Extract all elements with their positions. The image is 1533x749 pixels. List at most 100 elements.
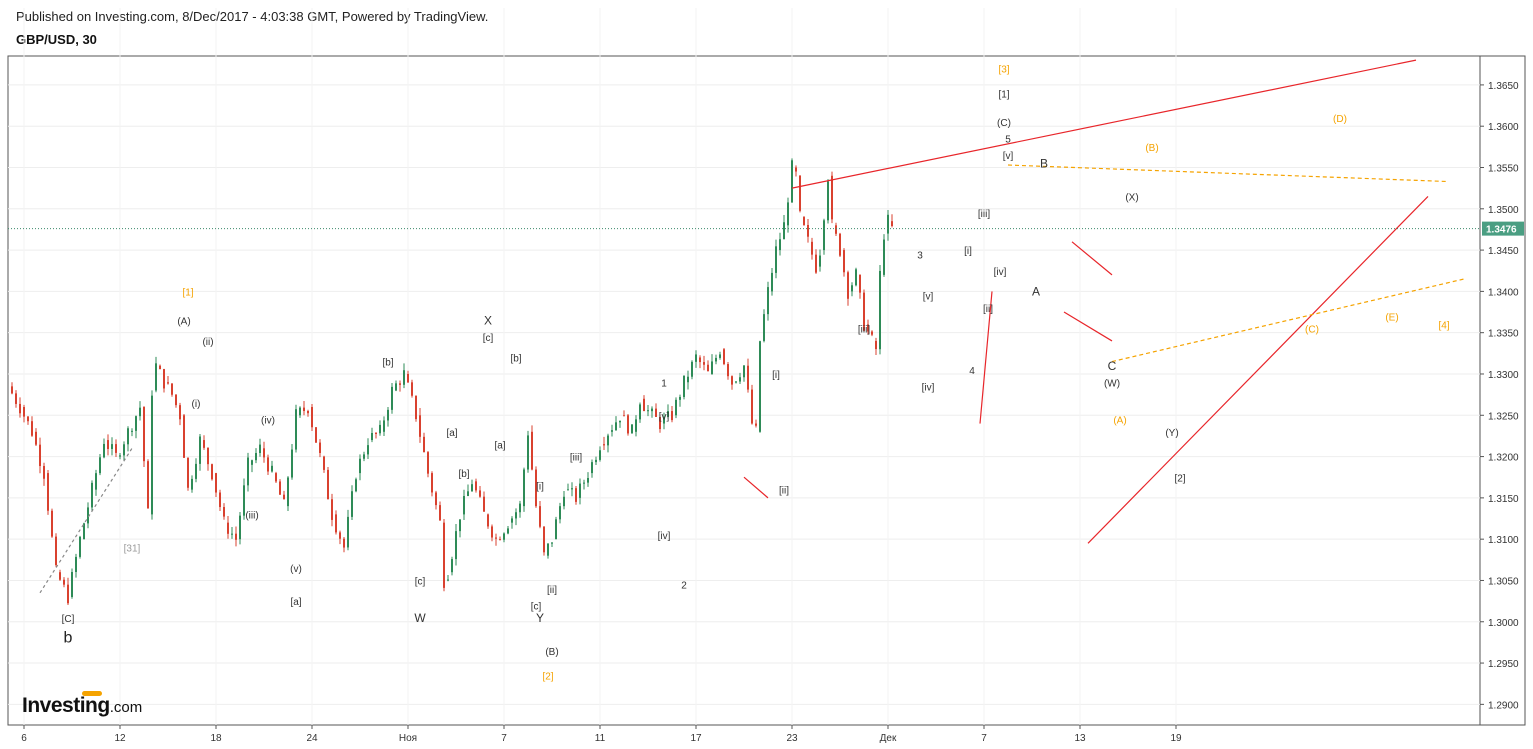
candle-body xyxy=(75,556,77,572)
candle-body xyxy=(259,444,261,454)
candle-body xyxy=(583,482,585,484)
logo-suffix: .com xyxy=(109,699,143,716)
right-axis-border xyxy=(1479,55,1526,726)
candle-body xyxy=(615,422,617,431)
candle-body xyxy=(735,381,737,383)
candle-body xyxy=(839,233,841,256)
candle-body xyxy=(359,458,361,474)
lower-trend-line xyxy=(1087,195,1429,544)
candle-body xyxy=(367,445,369,455)
candle-body xyxy=(683,375,685,397)
candle-body xyxy=(339,532,341,539)
wave-label: 3 xyxy=(917,250,923,261)
candle-body xyxy=(707,364,709,372)
candle-body xyxy=(495,537,497,539)
candle-body xyxy=(755,423,757,426)
candle-body xyxy=(423,436,425,453)
candle-body xyxy=(195,463,197,479)
y-tick-label: 1.3100 xyxy=(1488,535,1519,546)
candle-body xyxy=(799,175,801,211)
candle-body xyxy=(863,292,865,331)
candle-body xyxy=(443,522,445,588)
candle-body xyxy=(603,444,605,446)
y-tick-label: 1.2950 xyxy=(1488,659,1519,670)
wave-label: [c] xyxy=(415,577,426,588)
wave-label: (iv) xyxy=(261,416,275,427)
candle-body xyxy=(511,518,513,523)
y-tick-label: 1.3050 xyxy=(1488,576,1519,587)
candle-body xyxy=(775,246,777,273)
wave-label: [i] xyxy=(772,370,780,381)
candle-body xyxy=(219,492,221,508)
candle-body xyxy=(167,382,169,384)
candle-body xyxy=(567,489,569,491)
candle-body xyxy=(223,507,225,517)
y-tick-label: 1.3450 xyxy=(1488,246,1519,257)
wave-label: (i) xyxy=(192,399,201,410)
candle-body xyxy=(55,536,57,565)
candle-body xyxy=(95,473,97,490)
candle-body xyxy=(159,365,161,370)
candle-body xyxy=(787,202,789,226)
candle-body xyxy=(587,477,589,483)
wave-label: (X) xyxy=(1125,193,1138,204)
candle-body xyxy=(803,217,805,225)
candle-body xyxy=(255,453,257,461)
symbol-title: GBP/USD, 30 xyxy=(16,32,97,47)
candle-body xyxy=(531,431,533,470)
candle-body xyxy=(67,584,69,604)
candle-body xyxy=(627,415,629,434)
candle-body xyxy=(659,416,661,430)
candle-body xyxy=(23,407,25,417)
x-tick-label: 7 xyxy=(501,733,507,744)
y-tick-label: 1.3350 xyxy=(1488,329,1519,340)
x-tick-label: Дек xyxy=(880,733,897,744)
candle-body xyxy=(479,490,481,497)
x-tick-label: 23 xyxy=(786,733,798,744)
candle-body xyxy=(227,522,229,534)
candle-body xyxy=(335,514,337,533)
candle-body xyxy=(435,492,437,506)
last-price-badge xyxy=(1482,221,1524,236)
price-axis[interactable]: 1.3650 1.3600 1.3550 1.3500 1.3450 1.3400 1.33… xyxy=(1480,81,1519,711)
candle-body xyxy=(279,481,281,495)
candle-body xyxy=(267,457,269,472)
candle-body xyxy=(731,376,733,385)
x-tick-label: 7 xyxy=(981,733,987,744)
candle-body xyxy=(247,457,249,486)
wave-label: 2 xyxy=(681,581,687,592)
candle-body xyxy=(127,428,129,445)
investing-logo: Investing.com xyxy=(22,691,143,718)
candle-body xyxy=(811,241,813,255)
candle-body xyxy=(523,469,525,507)
candle-body xyxy=(611,430,613,432)
candle-body xyxy=(387,409,389,421)
candle-body xyxy=(655,408,657,417)
candle-body xyxy=(207,447,209,465)
candle-body xyxy=(427,452,429,474)
candle-body xyxy=(31,421,33,436)
candle-body xyxy=(375,432,377,434)
candle-body xyxy=(295,409,297,450)
candle-body xyxy=(447,579,449,581)
wave-label: [iv] xyxy=(658,531,671,542)
candle-body xyxy=(623,415,625,417)
candle-body xyxy=(251,460,253,465)
y-tick-label: 1.3200 xyxy=(1488,453,1519,464)
trendlines xyxy=(39,59,1465,594)
candle-body xyxy=(175,394,177,406)
wave-labels: b [C] [31] [1] (A) (ii) (i) (iv) (iii) (v) [a] [b] [… xyxy=(62,65,1450,683)
wave-label: (ii) xyxy=(202,337,213,348)
time-axis[interactable]: 6 12 18 24 Ноя 7 11 17 23 Дек 7 13 19 xyxy=(21,725,1182,744)
candle-body xyxy=(163,369,165,389)
wave-label: [C] xyxy=(62,614,75,625)
x-tick-label: 13 xyxy=(1074,733,1086,744)
candle-body xyxy=(63,579,65,585)
candle-body xyxy=(311,407,313,428)
candle-body xyxy=(415,395,417,420)
wave-label: [iv] xyxy=(922,383,935,394)
candle-body xyxy=(507,528,509,534)
wave-label: b xyxy=(64,629,73,646)
candle-body xyxy=(203,440,205,448)
